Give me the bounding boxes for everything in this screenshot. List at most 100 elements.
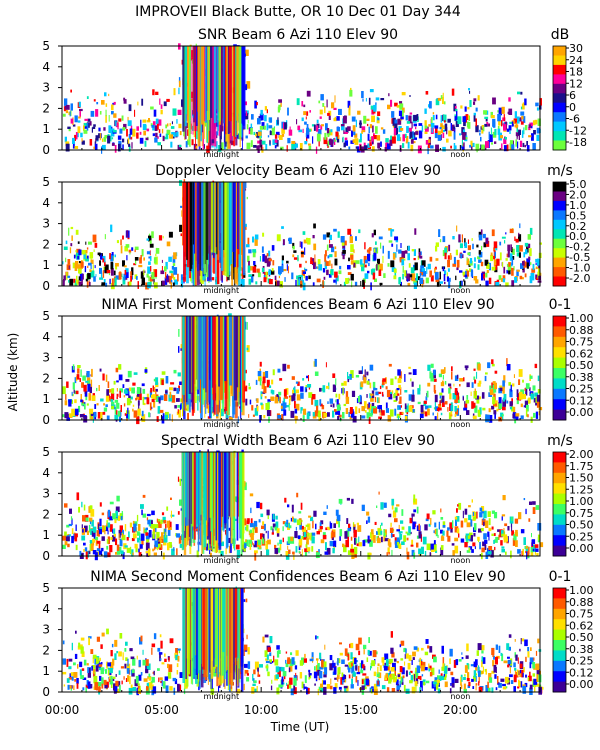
heatmap-cell <box>361 415 366 419</box>
heatmap-cell <box>442 521 446 528</box>
heatmap-cell <box>400 520 404 524</box>
heatmap-cell <box>332 660 334 663</box>
colorbar-swatch <box>553 316 566 327</box>
heatmap-cell <box>139 544 143 549</box>
heatmap-cell <box>161 259 163 263</box>
heatmap-cell <box>347 100 351 108</box>
heatmap-cell <box>362 98 364 102</box>
heatmap-cell <box>398 277 400 285</box>
colorbar-label: 0.0 <box>569 230 587 243</box>
heatmap-cell <box>405 670 408 677</box>
heatmap-cell <box>418 130 423 139</box>
heatmap-cell <box>452 126 456 129</box>
heatmap-cell <box>209 182 211 281</box>
heatmap-cell <box>275 131 280 135</box>
heatmap-cell <box>247 647 250 655</box>
heatmap-cell <box>83 504 86 511</box>
heatmap-cell <box>524 144 526 148</box>
heatmap-cell <box>311 394 316 400</box>
heatmap-cell <box>491 363 495 367</box>
heatmap-cell <box>93 534 96 541</box>
heatmap-cell <box>452 263 456 267</box>
heatmap-cell <box>248 414 250 418</box>
heatmap-cell <box>261 525 265 529</box>
heatmap-cell <box>368 637 370 643</box>
heatmap-cell <box>131 267 134 275</box>
colorbar-label: -18 <box>569 136 587 149</box>
heatmap-cell <box>105 109 107 117</box>
heatmap-cell <box>396 504 400 507</box>
heatmap-cell <box>214 182 216 252</box>
heatmap-cell <box>348 412 350 417</box>
heatmap-cell <box>154 527 157 533</box>
heatmap-cell <box>170 514 175 517</box>
heatmap-cell <box>302 378 305 381</box>
heatmap-cell <box>455 249 458 256</box>
heatmap-cell <box>535 402 538 406</box>
heatmap-cell <box>154 125 158 131</box>
heatmap-cell <box>88 636 92 639</box>
heatmap-cell <box>364 410 367 413</box>
heatmap-cell <box>85 684 90 689</box>
heatmap-cell <box>510 244 512 251</box>
heatmap-cell <box>406 547 408 554</box>
heatmap-cell <box>392 510 397 518</box>
heatmap-cell <box>286 519 289 525</box>
colorbar-label: 6 <box>569 89 576 102</box>
heatmap-cell <box>169 123 171 126</box>
heatmap-cell <box>459 384 461 387</box>
heatmap-cell <box>429 646 433 653</box>
heatmap-cell <box>529 227 533 235</box>
heatmap-cell <box>352 415 357 423</box>
heatmap-cell <box>379 282 383 286</box>
heatmap-cell <box>250 140 253 147</box>
panel-title: Doppler Velocity Beam 6 Azi 110 Elev 90 <box>155 163 441 179</box>
heatmap-cell <box>106 552 111 558</box>
heatmap-cell <box>440 412 443 416</box>
heatmap-cell <box>119 128 123 134</box>
heatmap-cell <box>534 544 539 548</box>
heatmap-cell <box>344 240 347 246</box>
heatmap-cell <box>413 249 416 256</box>
heatmap-cell <box>354 138 359 145</box>
heatmap-cell <box>517 91 521 95</box>
heatmap-cell <box>416 535 420 539</box>
heatmap-cell <box>88 517 93 522</box>
heatmap-cell <box>177 511 180 515</box>
heatmap-cell <box>102 270 105 278</box>
heatmap-cell <box>110 684 113 688</box>
heatmap-cell <box>69 508 72 514</box>
heatmap-cell <box>369 539 373 547</box>
heatmap-cell <box>245 84 248 91</box>
heatmap-cell <box>356 522 359 526</box>
heatmap-cell <box>315 523 317 530</box>
heatmap-cell <box>284 122 287 130</box>
heatmap-cell <box>462 396 464 401</box>
heatmap-cell <box>301 241 303 249</box>
heatmap-cell <box>123 99 127 104</box>
panel-1: SNR Beam 6 Azi 110 Elev 90 dB012345midnig… <box>42 27 587 159</box>
heatmap-cell <box>387 547 390 553</box>
heatmap-cell <box>410 378 412 382</box>
heatmap-cell <box>220 408 224 417</box>
heatmap-cell <box>378 269 382 276</box>
heatmap-cell <box>476 397 480 404</box>
heatmap-cell <box>444 247 448 255</box>
heatmap-cell <box>397 545 399 549</box>
heatmap-cell <box>491 687 494 693</box>
heatmap-cell <box>326 232 331 238</box>
heatmap-cell <box>518 234 522 242</box>
heatmap-cell <box>179 224 183 232</box>
heatmap-cell <box>255 379 258 385</box>
heatmap-cell <box>98 528 102 535</box>
heatmap-cell <box>79 644 83 647</box>
heatmap-cell <box>157 647 161 652</box>
heatmap-cell <box>397 118 402 125</box>
heatmap-cell <box>163 520 167 524</box>
heatmap-cell <box>497 128 501 135</box>
heatmap-cell <box>130 396 133 400</box>
heatmap-cell <box>440 123 443 128</box>
heatmap-cell <box>83 542 86 546</box>
heatmap-cell <box>265 271 268 280</box>
heatmap-cell <box>503 375 506 383</box>
